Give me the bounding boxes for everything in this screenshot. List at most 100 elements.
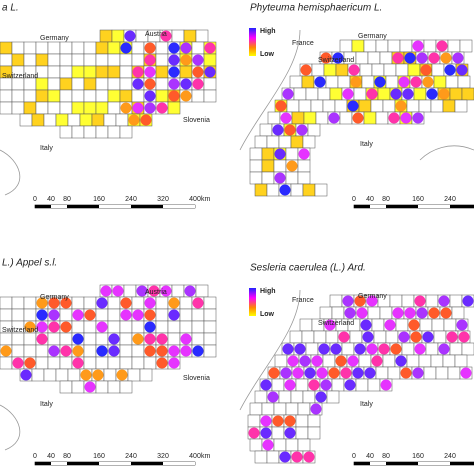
occurrence-dot: [374, 76, 386, 88]
grid-cell: [259, 123, 273, 137]
occurrence-dot: [366, 295, 378, 307]
scale-label: 0: [33, 196, 37, 203]
grid-cell: [155, 296, 169, 310]
occurrence-dot: [344, 307, 356, 319]
grid-cell: [339, 39, 353, 53]
occurrence-dot: [0, 345, 12, 357]
grid-cell: [107, 356, 121, 370]
grid-cell: [203, 320, 217, 334]
scale-label: 40: [366, 453, 374, 460]
grid-cell: [401, 294, 415, 308]
grid-cell: [261, 147, 275, 161]
grid-cell: [454, 99, 468, 113]
grid-cell: [23, 53, 37, 67]
occurrence-dot: [204, 66, 216, 78]
occurrence-dot: [168, 42, 180, 54]
country-label: Austria: [145, 289, 167, 296]
occurrence-dot: [348, 64, 360, 76]
occurrence-dot: [316, 367, 328, 379]
occurrence-dot: [132, 66, 144, 78]
grid-cell: [293, 87, 307, 101]
grid-cell: [107, 308, 121, 322]
grid-cell: [302, 135, 316, 149]
grid-cell: [107, 125, 121, 139]
scale-segment: [370, 462, 386, 465]
grid-cell: [43, 113, 57, 127]
coastline: [239, 29, 474, 161]
grid-cell: [179, 308, 193, 322]
country-label: Germany: [40, 294, 69, 301]
occurrence-dot: [192, 78, 204, 90]
grid-cell: [295, 378, 309, 392]
scale-label: 320: [157, 453, 169, 460]
grid-cell: [47, 53, 61, 67]
occurrence-dot: [72, 333, 84, 345]
grid-cell: [297, 159, 311, 173]
grid-cell: [167, 320, 181, 334]
occurrence-dot: [100, 285, 112, 297]
grid-cell: [307, 426, 321, 440]
grid-cell: [297, 438, 311, 452]
occurrence-dot: [124, 30, 136, 42]
grid-cell: [23, 89, 37, 103]
grid-cell: [351, 39, 365, 53]
grid-cell: [23, 41, 37, 55]
grid-cell: [203, 344, 217, 358]
occurrence-dot: [311, 355, 323, 367]
grid-cell: [119, 65, 133, 79]
occurrence-dot: [299, 355, 311, 367]
occurrence-dot: [260, 415, 272, 427]
occurrence-dot: [366, 343, 378, 355]
grid-cell: [307, 123, 321, 137]
grid-cell: [261, 159, 275, 173]
occurrence-dot: [60, 345, 72, 357]
occurrence-dot: [108, 333, 120, 345]
occurrence-dot: [422, 331, 434, 343]
occurrence-dot: [92, 369, 104, 381]
occurrence-dot: [160, 30, 172, 42]
occurrence-dot: [192, 54, 204, 66]
grid-cell: [361, 75, 375, 89]
grid-cell: [155, 308, 169, 322]
occurrence-dot: [300, 64, 312, 76]
grid-cell: [289, 330, 303, 344]
grid-cell: [399, 39, 413, 53]
grid-cell: [302, 183, 316, 197]
grid-cell: [107, 77, 121, 91]
occurrence-dot: [352, 367, 364, 379]
occurrence-dot: [420, 64, 432, 76]
grid-cell: [247, 414, 261, 428]
grid-cell: [407, 63, 421, 77]
occurrence-dot: [404, 52, 416, 64]
grid-cell: [430, 99, 444, 113]
occurrence-dot: [192, 345, 204, 357]
scale-label: 80: [63, 196, 71, 203]
occurrence-dot: [440, 307, 452, 319]
grid-cell: [271, 378, 285, 392]
occurrence-dot: [354, 295, 366, 307]
scale-label: 40: [47, 453, 55, 460]
grid-cell: [35, 89, 49, 103]
occurrence-dot: [280, 112, 292, 124]
occurrence-dot: [282, 343, 294, 355]
grid-cell: [107, 380, 121, 394]
country-label: Germany: [358, 33, 387, 40]
grid-cell: [83, 77, 97, 91]
legend-low: Low: [260, 51, 275, 58]
occurrence-dot: [80, 369, 92, 381]
grid-cell: [95, 77, 109, 91]
scale-segment: [163, 205, 195, 208]
grid-cell: [59, 53, 73, 67]
grid-cell: [375, 366, 389, 380]
grid-cell: [119, 125, 133, 139]
grid-cell: [155, 77, 169, 91]
occurrence-dot: [308, 379, 320, 391]
grid-cell: [442, 99, 456, 113]
grid-cell: [285, 402, 299, 416]
grid-cell: [71, 296, 85, 310]
occurrence-dot: [460, 367, 472, 379]
grid-cell: [83, 296, 97, 310]
grid-cell: [131, 356, 145, 370]
grid-cell: [71, 65, 85, 79]
occurrence-dot: [184, 285, 196, 297]
